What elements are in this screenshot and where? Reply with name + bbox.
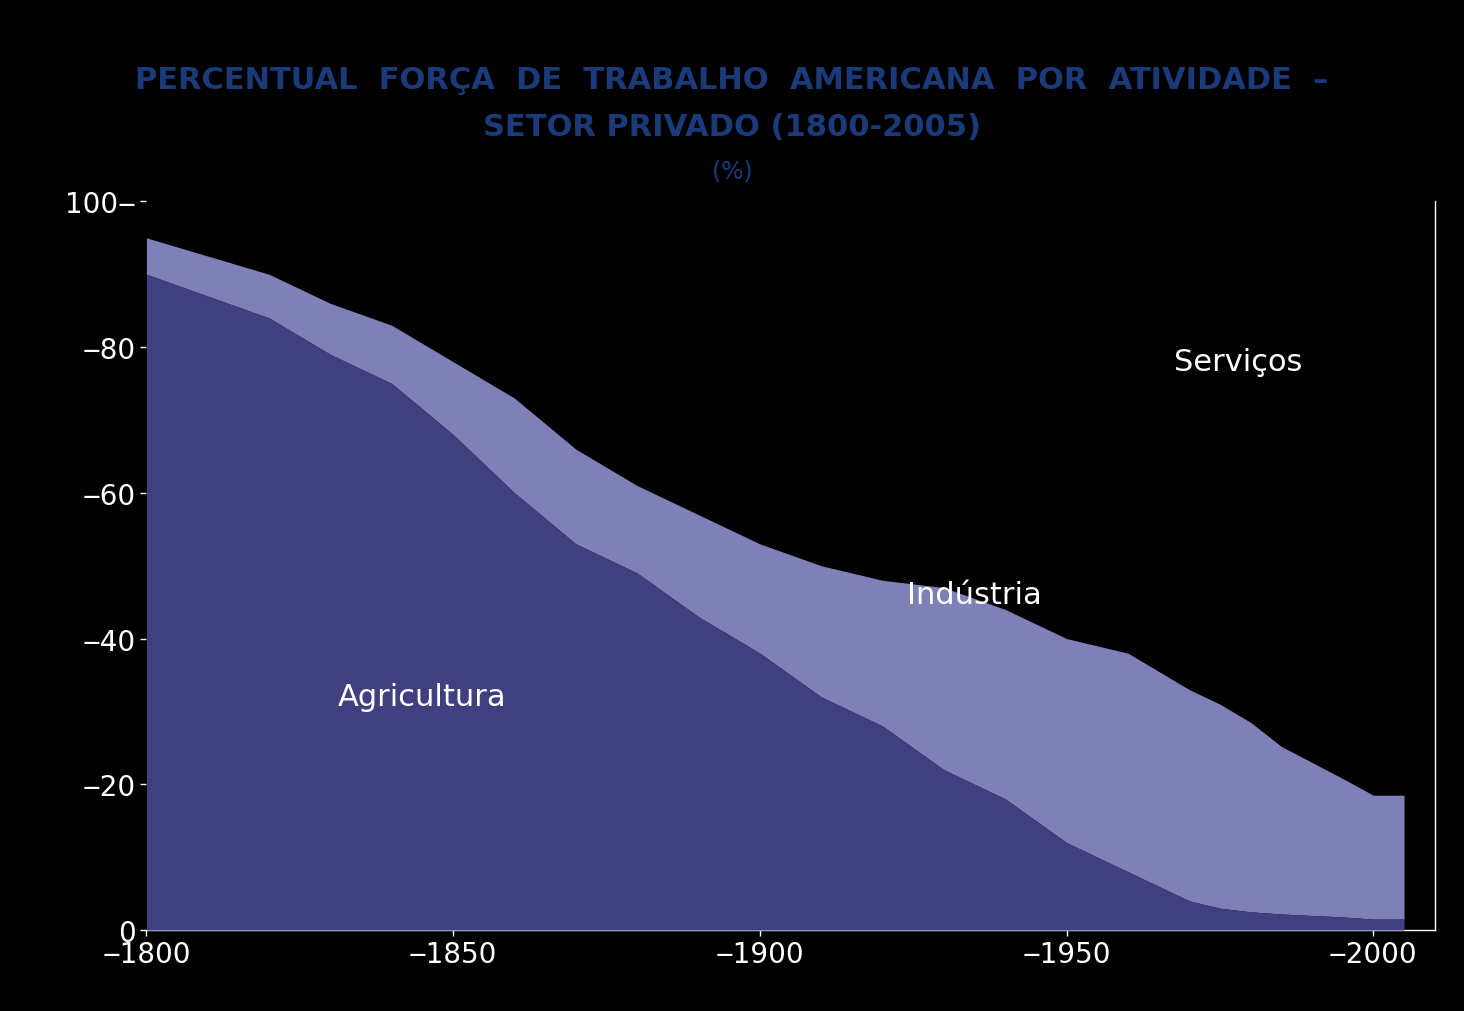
Text: Serviços: Serviços <box>1174 348 1303 377</box>
Text: SETOR PRIVADO (1800-2005): SETOR PRIVADO (1800-2005) <box>483 113 981 143</box>
Text: Agricultura: Agricultura <box>338 682 507 712</box>
Text: Indústria: Indústria <box>908 580 1042 610</box>
Text: (%): (%) <box>712 160 752 184</box>
Text: PERCENTUAL  FORÇA  DE  TRABALHO  AMERICANA  POR  ATIVIDADE  –: PERCENTUAL FORÇA DE TRABALHO AMERICANA P… <box>135 66 1329 95</box>
